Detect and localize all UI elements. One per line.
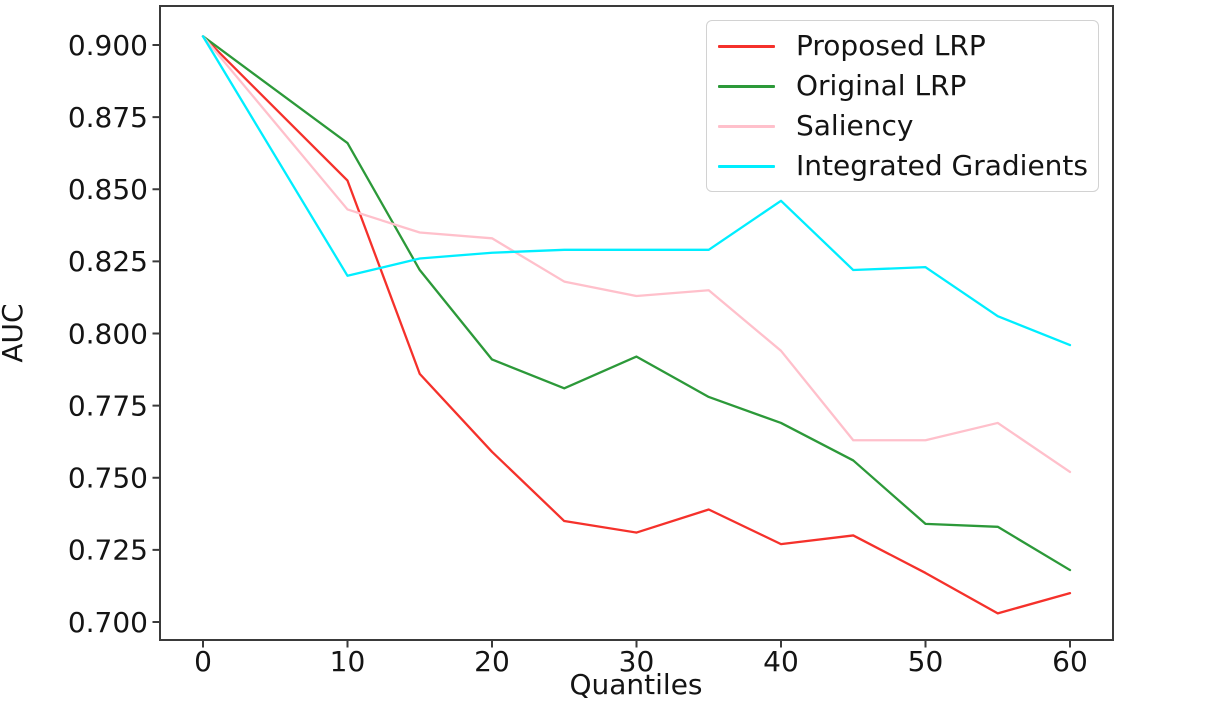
x-axis-label: Quantiles xyxy=(569,668,702,701)
legend-line-sample xyxy=(718,84,775,88)
x-tick-label: 30 xyxy=(619,645,655,678)
x-tick-label: 50 xyxy=(908,645,944,678)
legend: Proposed LRP Original LRP Saliency Integ… xyxy=(706,20,1099,192)
legend-label: Saliency xyxy=(796,109,914,142)
legend-item: Integrated Gradients xyxy=(707,152,1098,180)
series-line-integrated-gradients xyxy=(201,35,1072,347)
x-tick-label: 20 xyxy=(474,645,510,678)
y-axis-label: AUC xyxy=(0,303,29,362)
y-tick-label: 0.725 xyxy=(68,534,148,567)
y-tick-label: 0.700 xyxy=(68,606,148,639)
legend-label: Integrated Gradients xyxy=(796,149,1088,182)
y-tick-label: 0.850 xyxy=(68,173,148,206)
y-tick-label: 0.825 xyxy=(68,245,148,278)
legend-label: Proposed LRP xyxy=(796,29,986,62)
y-tick-label: 0.750 xyxy=(68,462,148,495)
x-tick-label: 0 xyxy=(194,645,212,678)
y-tick-label: 0.800 xyxy=(68,317,148,350)
series-lines xyxy=(201,35,1072,615)
y-axis-ticks: 0.700 0.725 0.750 0.775 0.800 0.825 0.850 0.875… xyxy=(68,29,160,639)
x-axis-ticks: 0 10 20 30 40 50 60 xyxy=(194,640,1088,678)
x-tick-label: 40 xyxy=(763,645,799,678)
series-line-proposed-lrp xyxy=(201,35,1072,615)
x-tick-label: 10 xyxy=(330,645,366,678)
series-line-saliency xyxy=(201,35,1072,474)
legend-line-sample xyxy=(718,44,775,48)
y-tick-label: 0.875 xyxy=(68,101,148,134)
series-line-original-lrp xyxy=(201,35,1072,572)
legend-item: Proposed LRP xyxy=(707,32,1098,60)
legend-label: Original LRP xyxy=(796,69,967,102)
legend-line-sample xyxy=(718,124,775,128)
legend-item: Saliency xyxy=(707,112,1098,140)
legend-line-sample xyxy=(718,164,775,168)
legend-item: Original LRP xyxy=(707,72,1098,100)
y-tick-label: 0.900 xyxy=(68,29,148,62)
x-tick-label: 60 xyxy=(1052,645,1088,678)
y-tick-label: 0.775 xyxy=(68,389,148,422)
